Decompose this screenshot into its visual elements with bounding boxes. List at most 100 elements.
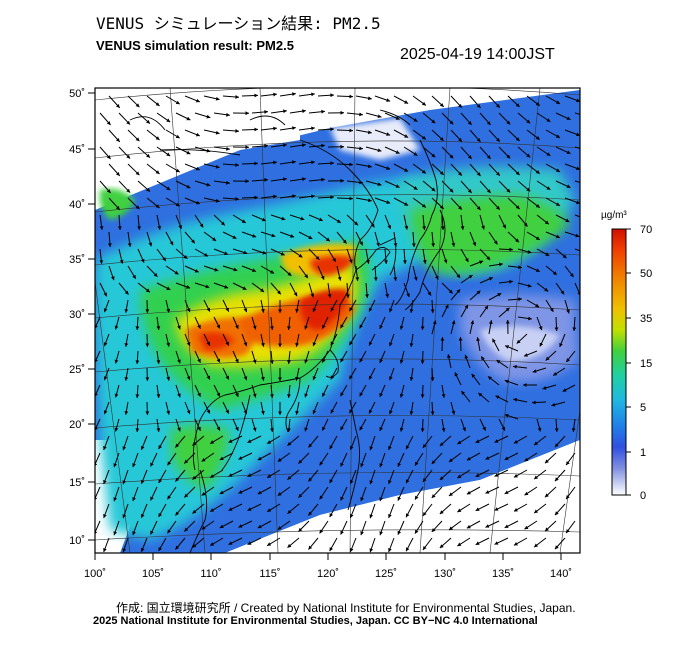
wind-arrow-head bbox=[174, 270, 179, 275]
wind-arrow-head bbox=[271, 233, 276, 238]
wind-arrow-head bbox=[319, 495, 324, 500]
wind-arrow-head bbox=[278, 411, 282, 415]
wind-arrow-head bbox=[379, 392, 383, 397]
x-tick-label: 100˚ bbox=[84, 568, 106, 580]
wind-arrow-head bbox=[545, 356, 550, 361]
wind-arrow-head bbox=[95, 359, 98, 363]
wind-arrow-head bbox=[476, 104, 481, 109]
wind-arrow-head bbox=[448, 289, 453, 294]
wind-arrow-head bbox=[422, 260, 427, 264]
wind-arrow-head bbox=[261, 376, 265, 381]
wind-arrow-head bbox=[369, 446, 374, 451]
wind-arrow-head bbox=[360, 531, 364, 536]
wind-arrow-head bbox=[235, 129, 239, 133]
wind-arrow-head bbox=[191, 239, 195, 244]
wind-arrow-head bbox=[225, 341, 229, 346]
wind-arrow-head bbox=[368, 409, 373, 414]
wind-arrow-head bbox=[497, 293, 502, 297]
wind-arrow-head bbox=[499, 262, 503, 267]
wind-arrow-head bbox=[534, 543, 539, 548]
wind-arrow-head bbox=[330, 375, 335, 380]
wind-arrow-head bbox=[169, 241, 174, 246]
wind-arrow-head bbox=[546, 186, 551, 190]
wind-arrow-head bbox=[349, 307, 353, 312]
wind-arrow-head bbox=[264, 178, 268, 182]
wind-arrow-head bbox=[330, 307, 335, 312]
wind-arrow-head bbox=[379, 324, 383, 329]
wind-arrow-head bbox=[95, 427, 98, 431]
wind-arrow-head bbox=[471, 373, 476, 378]
wind-arrow-head bbox=[386, 98, 391, 102]
wind-arrow-head bbox=[369, 514, 374, 519]
wind-arrow-head bbox=[405, 547, 410, 552]
wind-arrow-head bbox=[457, 542, 462, 547]
wind-arrow-head bbox=[325, 237, 330, 242]
wind-arrow-head bbox=[298, 493, 303, 498]
wind-arrow-head bbox=[485, 456, 490, 460]
wind-arrow-head bbox=[312, 342, 317, 347]
wind-arrow-head bbox=[449, 120, 454, 125]
wind-arrow-head bbox=[115, 103, 120, 108]
wind-arrow-head bbox=[192, 441, 197, 446]
wind-arrow-head bbox=[175, 545, 180, 550]
wind-arrow-head bbox=[215, 198, 220, 203]
wind-arrow-head bbox=[273, 126, 277, 131]
wind-arrow-head bbox=[124, 343, 129, 347]
wind-arrow-head bbox=[156, 360, 161, 364]
wind-arrow-head bbox=[206, 148, 211, 153]
wind-arrow-head bbox=[277, 492, 282, 496]
wind-arrow-head bbox=[304, 325, 308, 330]
wind-arrow-head bbox=[518, 265, 522, 270]
wind-arrow-head bbox=[287, 475, 292, 480]
wind-arrow-head bbox=[103, 376, 108, 381]
wind-arrow-head bbox=[545, 493, 549, 498]
wind-arrow-head bbox=[145, 377, 150, 381]
wind-arrow-head bbox=[206, 114, 211, 119]
wind-arrow-head bbox=[545, 252, 550, 256]
wind-arrow-head bbox=[535, 136, 540, 140]
wind-arrow-head bbox=[228, 541, 233, 545]
wind-arrow-head bbox=[261, 308, 265, 313]
wind-arrow-head bbox=[457, 508, 462, 513]
wind-arrow-head bbox=[137, 226, 141, 230]
wind-arrow-head bbox=[243, 376, 248, 381]
wind-arrow-head bbox=[359, 392, 364, 397]
wind-arrow-head bbox=[322, 358, 326, 363]
wind-arrow-head bbox=[95, 325, 98, 329]
wind-arrow-head bbox=[542, 386, 547, 390]
wind-arrow-head bbox=[219, 490, 224, 495]
wind-arrow-head bbox=[167, 495, 172, 500]
wind-arrow-head bbox=[126, 188, 131, 193]
wind-arrow-head bbox=[330, 93, 334, 98]
wind-arrow-head bbox=[135, 171, 140, 176]
wind-arrow-head bbox=[241, 219, 246, 223]
wind-arrow-head bbox=[431, 119, 436, 124]
wind-arrow-head bbox=[484, 305, 489, 310]
wind-arrow-head bbox=[505, 345, 510, 349]
wind-arrow-head bbox=[534, 441, 539, 446]
wind-arrow-head bbox=[524, 491, 529, 496]
wind-arrow-head bbox=[232, 235, 237, 239]
wind-arrow-head bbox=[312, 410, 317, 415]
wind-arrow-head bbox=[389, 342, 393, 347]
wind-arrow-head bbox=[150, 462, 154, 467]
wind-arrow-head bbox=[103, 514, 107, 519]
wind-arrow-head bbox=[393, 243, 398, 247]
wind-arrow-head bbox=[277, 290, 281, 295]
colorbar-label: 35 bbox=[640, 313, 652, 325]
wind-arrow-head bbox=[504, 413, 509, 418]
wind-arrow-head bbox=[340, 426, 344, 431]
wind-arrow-head bbox=[206, 375, 210, 380]
wind-arrow-head bbox=[430, 411, 435, 415]
wind-arrow-head bbox=[103, 292, 107, 297]
wind-arrow-head bbox=[327, 294, 332, 298]
wind-arrow-head bbox=[103, 548, 107, 553]
wind-arrow-head bbox=[132, 463, 136, 468]
wind-arrow-head bbox=[376, 242, 380, 247]
wind-arrow-head bbox=[535, 268, 540, 272]
wind-arrow-head bbox=[145, 309, 150, 313]
wind-arrow-head bbox=[549, 307, 554, 312]
wind-arrow-head bbox=[264, 110, 268, 114]
wind-arrow-head bbox=[475, 473, 480, 477]
wind-arrow-head bbox=[124, 411, 129, 415]
